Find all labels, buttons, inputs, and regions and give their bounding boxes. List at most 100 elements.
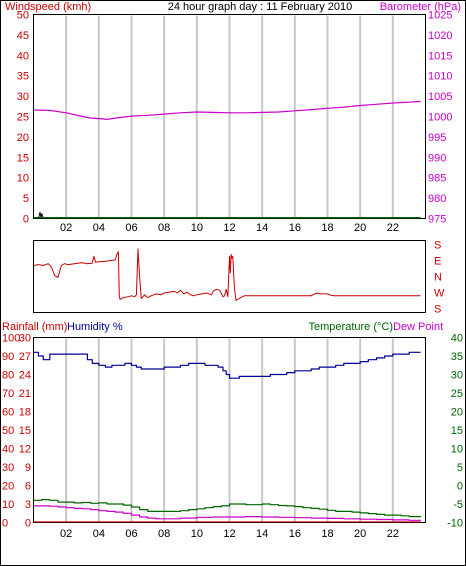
- windspeed-tick-label: 25: [17, 112, 29, 124]
- humidity-tick-label: 90: [2, 351, 14, 363]
- wind-barometer-series: [33, 100, 421, 219]
- wind-barometer-ticks: 02 04 06 08 10 12 14 16 18 20 22051015202530354045…: [17, 10, 453, 235]
- rain-humidity-temperature-x-tick-label: 08: [158, 528, 170, 540]
- humidity-tick-label: 30: [2, 462, 14, 474]
- temperature-tick-label: 5: [457, 462, 463, 474]
- rain-humidity-temperature-x-tick-label: 02: [60, 528, 72, 540]
- temperature-tick-label: -10: [447, 518, 463, 530]
- windspeed-axis-label: Windspeed (kmh): [5, 1, 91, 13]
- barometer-tick-label: 1005: [428, 91, 452, 103]
- barometer-tick-label: 1020: [428, 30, 452, 42]
- temperature-tick-label: 25: [451, 388, 463, 400]
- temperature-line: [33, 499, 422, 518]
- barometer-tick-label: 985: [428, 173, 446, 185]
- barometer-tick-label: 1010: [428, 71, 452, 83]
- rain-humidity-temperature-x-tick-label: 04: [93, 528, 105, 540]
- windspeed-tick-label: 30: [17, 91, 29, 103]
- humidity-tick-label: 50: [2, 425, 14, 437]
- wind-barometer-x-tick-label: 20: [354, 222, 366, 234]
- temperature-tick-label: -5: [453, 499, 463, 511]
- windspeed-tick-label: 40: [17, 50, 29, 62]
- barometer-tick-label: 1025: [428, 10, 452, 22]
- temperature-tick-label: 10: [451, 444, 463, 456]
- rain-humidity-temperature-x-tick-label: 06: [125, 528, 137, 540]
- wind-barometer-x-tick-label: 06: [125, 222, 137, 234]
- temperature-tick-label: 15: [451, 425, 463, 437]
- rain-humidity-temperature-x-tick-label: 22: [387, 528, 399, 540]
- wind-direction-line: [33, 248, 421, 301]
- humidity-line: [33, 351, 421, 379]
- wind-barometer-x-tick-label: 16: [289, 222, 301, 234]
- temperature-tick-label: 35: [451, 351, 463, 363]
- wind-barometer-x-tick-label: 22: [387, 222, 399, 234]
- humidity-tick-label: 10: [2, 499, 14, 511]
- wind-barometer-x-tick-label: 08: [158, 222, 170, 234]
- humidity-tick-label: 20: [2, 481, 14, 493]
- windspeed-tick-label: 45: [17, 30, 29, 42]
- temperature-tick-label: 20: [451, 407, 463, 419]
- humidity-axis-label: Humidity %: [67, 321, 123, 333]
- humidity-tick-label: 60: [2, 407, 14, 419]
- temperature-tick-label: 30: [451, 370, 463, 382]
- graph-title: 24 hour graph day : 11 February 2010: [168, 1, 352, 13]
- humidity-tick-label: 40: [2, 444, 14, 456]
- temperature-tick-label: 40: [451, 333, 463, 345]
- wind-barometer-panel: 02 04 06 08 10 12 14 16 18 20 22051015202530354045…: [17, 10, 453, 235]
- wind-direction-series: [33, 248, 421, 301]
- rain-humidity-temperature-panel: 02 04 06 08 10 12 14 16 18 20 22010203040506070809…: [2, 333, 463, 541]
- dewpoint-line: [33, 505, 422, 521]
- barometer-tick-label: 975: [428, 214, 446, 226]
- wind-direction-tick-label: W: [434, 288, 445, 300]
- windspeed-tick-label: 0: [23, 214, 29, 226]
- rain-humidity-temperature-grid: [65, 338, 394, 522]
- wind-barometer-x-tick-label: 14: [256, 222, 268, 234]
- rain-humidity-temperature-ticks: 02 04 06 08 10 12 14 16 18 20 22010203040506070809…: [2, 333, 463, 541]
- dewpoint-axis-label: Dew Point: [393, 321, 443, 333]
- rainfall-tick-label: 27: [19, 351, 31, 363]
- barometer-tick-label: 980: [428, 193, 446, 205]
- wind-barometer-x-tick-label: 10: [191, 222, 203, 234]
- rainfall-tick-label: 3: [25, 499, 31, 511]
- wind-direction-tick-label: E: [434, 256, 441, 268]
- rain-humidity-temperature-x-tick-label: 16: [289, 528, 301, 540]
- humidity-tick-label: 80: [2, 370, 14, 382]
- wind-direction-tick-label: S: [434, 304, 441, 316]
- humidity-tick-label: 100: [2, 333, 20, 345]
- wind-barometer-x-tick-label: 04: [93, 222, 105, 234]
- rainfall-tick-label: 15: [19, 425, 31, 437]
- windspeed-tick-label: 15: [17, 152, 29, 164]
- rainfall-tick-label: 30: [19, 333, 31, 345]
- rain-humidity-temperature-x-tick-label: 18: [321, 528, 333, 540]
- wind-barometer-grid: [65, 15, 394, 218]
- rain-humidity-temperature-x-tick-label: 20: [354, 528, 366, 540]
- barometer-axis-label: Barometer (hPa): [380, 1, 461, 13]
- wind-barometer-x-tick-label: 12: [223, 222, 235, 234]
- humidity-tick-label: 70: [2, 388, 14, 400]
- rainfall-axis-label: Rainfall (mm): [2, 321, 67, 333]
- windspeed-tick-label: 5: [23, 193, 29, 205]
- humidity-tick-label: 0: [2, 518, 8, 530]
- rainfall-tick-label: 24: [19, 370, 31, 382]
- windspeed-tick-label: 20: [17, 132, 29, 144]
- windspeed-tick-label: 35: [17, 71, 29, 83]
- rainfall-tick-label: 21: [19, 388, 31, 400]
- barometer-tick-label: 995: [428, 132, 446, 144]
- rainfall-tick-label: 18: [19, 407, 31, 419]
- wind-barometer-x-tick-label: 18: [321, 222, 333, 234]
- barometer-tick-label: 990: [428, 152, 446, 164]
- temperature-axis-label: Temperature (°C): [309, 321, 393, 333]
- windspeed-tick-label: 50: [17, 10, 29, 22]
- rain-humidity-temperature-x-tick-label: 10: [191, 528, 203, 540]
- barometer-line: [33, 100, 421, 121]
- rain-humidity-temperature-series: [33, 351, 422, 523]
- barometer-tick-label: 1015: [428, 50, 452, 62]
- rain-humidity-temperature-x-tick-label: 14: [256, 528, 268, 540]
- wind-direction-tick-label: S: [434, 240, 441, 252]
- wind-barometer-x-tick-label: 02: [60, 222, 72, 234]
- windspeed-tick-label: 10: [17, 173, 29, 185]
- temperature-tick-label: 0: [457, 481, 463, 493]
- wind-direction-tick-label: N: [434, 272, 442, 284]
